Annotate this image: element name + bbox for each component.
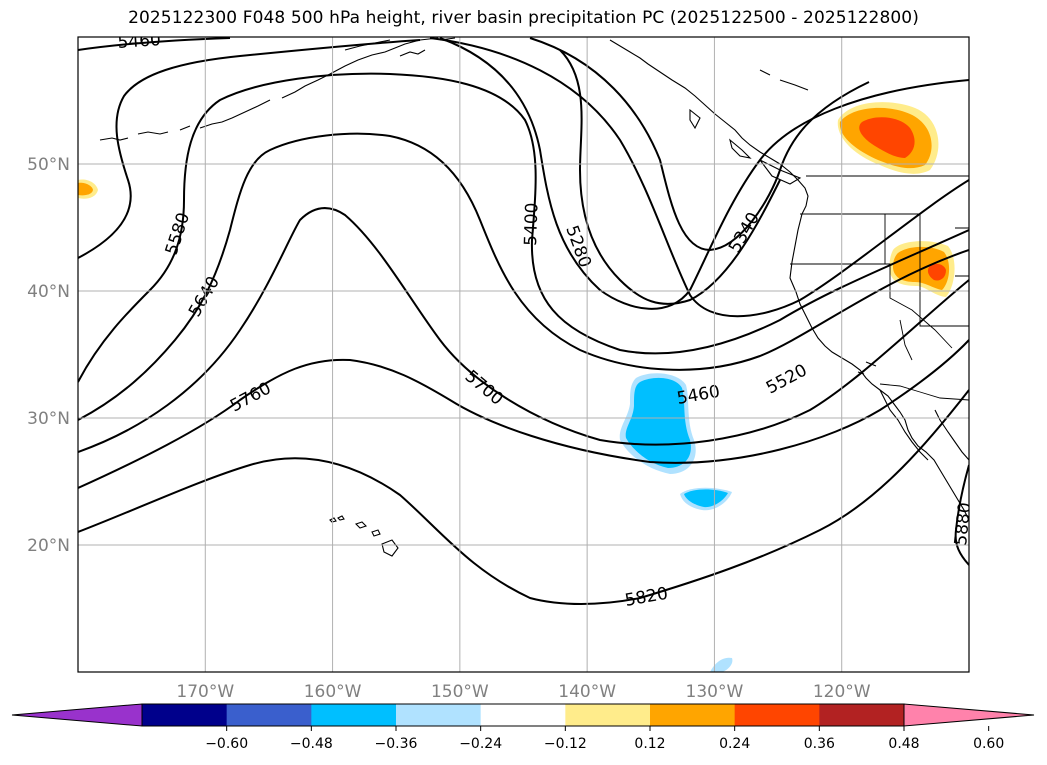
shaded-region-sub-core: [625, 377, 691, 468]
colorbar-frame: [141, 703, 905, 727]
contour-5460-south: [429, 37, 969, 318]
lat-label: 20°N: [27, 536, 70, 556]
colorbar-segment: [142, 704, 228, 726]
contour-5820: [78, 389, 969, 605]
borders: [790, 175, 969, 401]
lat-label: 40°N: [27, 282, 70, 302]
colorbar-segment: [565, 704, 651, 726]
contour-5880: [954, 464, 969, 566]
colorbar-segment: [480, 704, 566, 726]
colorbar-extend-min: [11, 703, 143, 727]
lon-label: 130°W: [686, 682, 744, 702]
colorbar-tick-label: 0.24: [719, 736, 750, 752]
lat-label: 50°N: [27, 155, 70, 175]
colorbar-tick-label: −0.60: [205, 736, 248, 752]
lon-label: 120°W: [813, 682, 871, 702]
contour-label: 5400: [521, 202, 542, 246]
shaded-region-west-mid: [78, 182, 93, 196]
longitude-labels: 170°W 160°W 150°W 140°W 130°W 120°W: [176, 682, 870, 702]
colorbar-tick-label: 0.48: [888, 736, 919, 752]
shaded-region-south-core: [684, 489, 728, 508]
colorbar-extend-max: [903, 703, 1035, 727]
contour-5460-north: [78, 37, 231, 51]
height-contours: [78, 37, 969, 605]
shaded-region-nv-core: [927, 263, 946, 281]
map-title: 2025122300 F048 500 hPa height, river ba…: [128, 8, 919, 28]
colorbar-tick-label: 0.12: [634, 736, 665, 752]
colorbar-tick-label: −0.36: [375, 736, 418, 752]
latitude-labels: 50°N 40°N 30°N 20°N: [27, 155, 70, 556]
contour-5280: [559, 49, 781, 305]
colorbar-tick-label: −0.48: [290, 736, 333, 752]
colorbar-tick-label: −0.12: [544, 736, 587, 752]
lon-label: 140°W: [558, 682, 616, 702]
contour-5340: [529, 37, 870, 252]
lon-label: 170°W: [176, 682, 234, 702]
lon-label: 160°W: [304, 682, 362, 702]
contour-5700: [78, 207, 969, 453]
lat-label: 30°N: [27, 409, 70, 429]
contour-5760: [78, 339, 969, 489]
colorbar: −0.60 −0.48 −0.36 −0.24 −0.12 0.12 0.24 0.36 0.4…: [11, 703, 1035, 752]
colorbar-tick-label: 0.36: [804, 736, 835, 752]
colorbar-segment: [396, 704, 482, 726]
colorbar-segment: [819, 704, 905, 726]
colorbar-segment: [226, 704, 312, 726]
contour-label: 5880: [951, 501, 975, 546]
shaded-region-bc-core: [859, 117, 915, 158]
map-frame: [77, 36, 970, 673]
map-background: [78, 37, 969, 672]
contour-5520-north: [78, 39, 421, 259]
shaded-region-bottom: [710, 657, 733, 672]
colorbar-tick-label: −0.24: [459, 736, 502, 752]
colorbar-tick-label: 0.60: [973, 736, 1004, 752]
colorbar-segment: [734, 704, 820, 726]
lon-label: 150°W: [431, 682, 489, 702]
contour-5580: [78, 72, 969, 383]
contour-5640: [78, 132, 969, 421]
colorbar-segment: [650, 704, 736, 726]
contour-5400: [439, 37, 969, 310]
gridlines: [78, 37, 969, 672]
contour-label: 5460: [117, 30, 162, 53]
colorbar-segment: [311, 704, 397, 726]
